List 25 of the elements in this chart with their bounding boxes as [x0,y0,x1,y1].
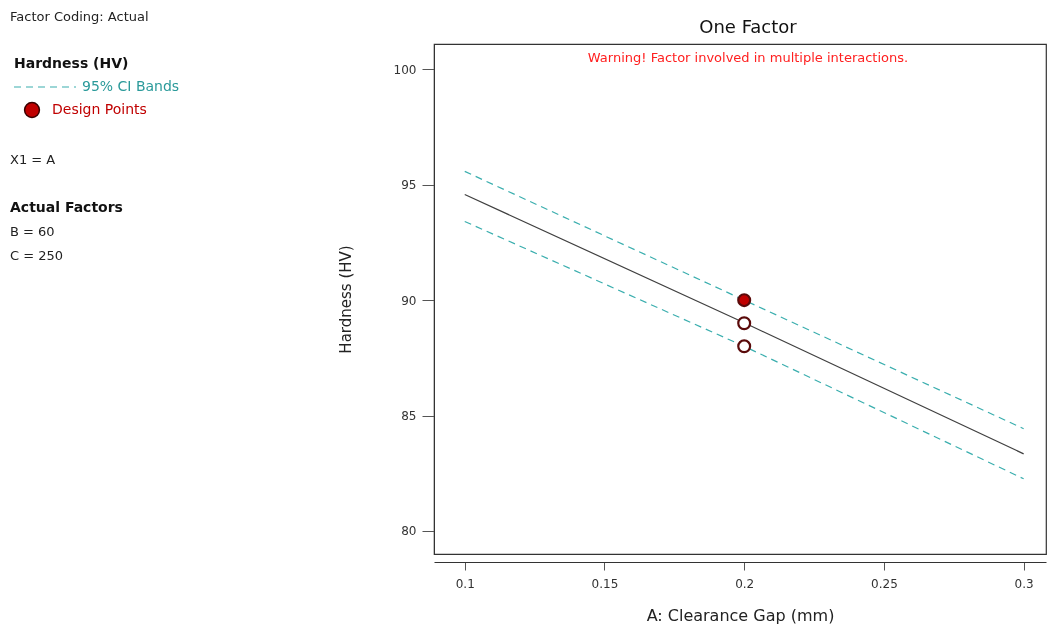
x-tick-label: 0.25 [871,576,898,591]
y-tick-label: 90 [401,293,417,308]
x-tick-label: 0.15 [591,576,619,591]
x-tick-label: 0.1 [455,576,475,591]
annotation: Warning! Factor involved in multiple interactions. [587,50,909,65]
point [737,339,752,354]
y-axis-title: Hardness (HV) [336,245,355,354]
y-tick-label: 100 [393,62,417,77]
x-tick-label: 0.3 [1014,576,1034,591]
x-axis-title: A: Clearance Gap (mm) [646,605,835,625]
point [737,293,752,308]
text: B = 60 [10,224,55,239]
y-tick-label: 95 [401,178,417,193]
legend-label: Design Points [52,101,147,117]
chart-title: One Factor [699,16,798,37]
legend-label: 95% CI Bands [82,78,180,94]
text: X1 = A [10,152,56,167]
legend-title: Hardness (HV) [14,55,129,71]
text: Actual Factors [10,199,123,215]
text: Factor Coding: Actual [10,9,149,24]
y-tick-label: 80 [401,524,417,539]
x-tick-label: 0.2 [735,576,755,591]
text: C = 250 [10,248,64,263]
y-tick-label: 85 [401,409,417,424]
point [737,316,752,331]
